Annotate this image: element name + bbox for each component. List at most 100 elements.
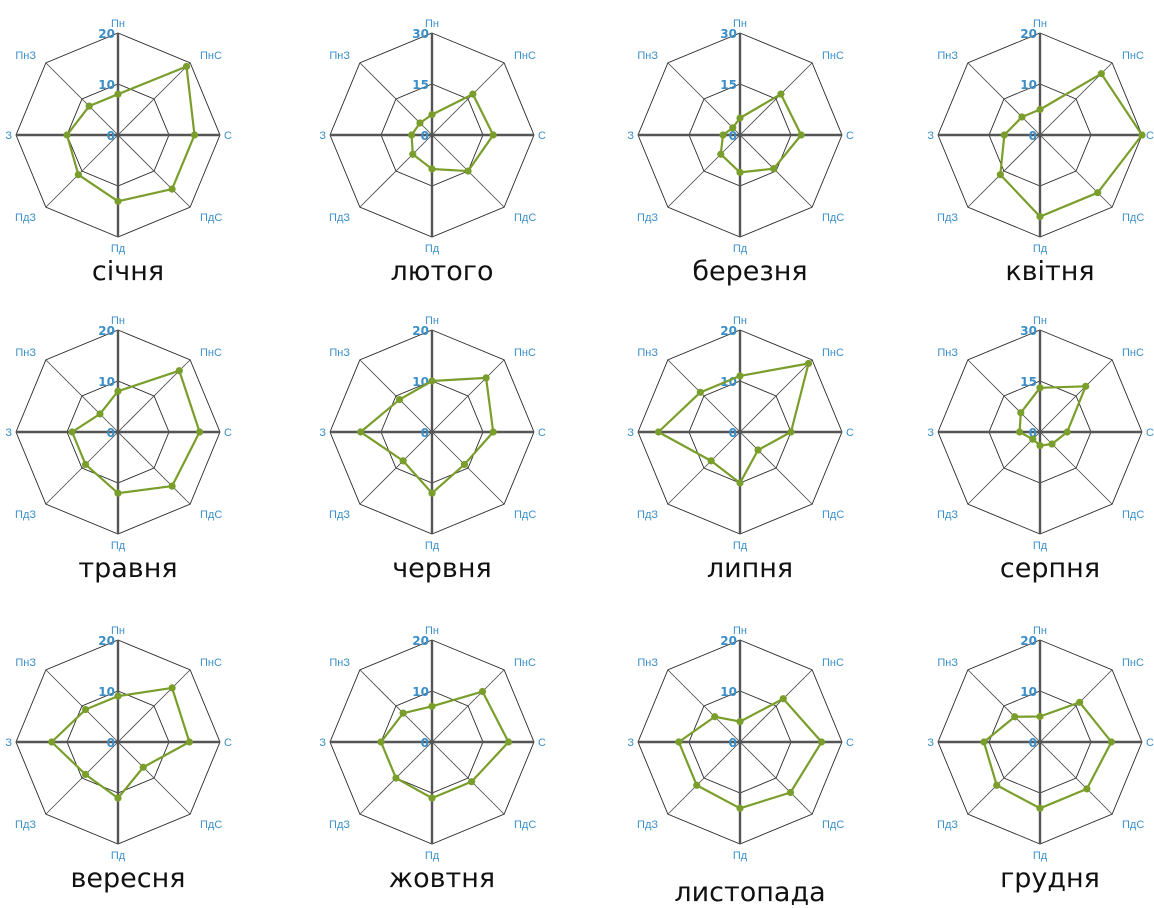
data-point — [190, 131, 199, 139]
direction-label: ПдЗ — [15, 212, 36, 224]
direction-label: ПдЗ — [637, 509, 658, 521]
scale-label: 10 — [720, 685, 737, 699]
direction-label: ПнЗ — [637, 657, 658, 669]
data-point — [1029, 435, 1037, 443]
data-point — [182, 62, 191, 71]
wind-rose-12: Пн ПнС С ПдС Пд ПдЗ З ПнЗ 20 10 0 грудня — [920, 615, 1154, 905]
direction-label: Пн — [425, 315, 439, 327]
data-point — [114, 794, 122, 802]
grid-spoke — [431, 669, 505, 743]
data-point — [754, 446, 762, 454]
series-line — [1018, 385, 1087, 447]
wind-rose-svg: Пн ПнС С ПдС Пд ПдЗ З ПнЗ 20 10 0 — [627, 625, 854, 862]
wind-rose-6: Пн ПнС С ПдС Пд ПдЗ З ПнЗ 20 10 0 червня — [312, 305, 572, 595]
data-point — [428, 489, 436, 497]
data-point — [717, 150, 725, 158]
scale-label: 30 — [412, 27, 429, 41]
grid-spoke — [1039, 741, 1113, 815]
scale-label: 20 — [98, 634, 115, 648]
data-point — [1036, 105, 1044, 114]
series-line — [999, 72, 1144, 218]
scale-label: 0 — [107, 736, 115, 750]
scale-label: 0 — [1029, 129, 1037, 143]
data-point — [787, 428, 795, 436]
direction-label: Пн — [111, 625, 125, 637]
data-point — [1011, 713, 1019, 721]
direction-label: ПдЗ — [637, 212, 658, 224]
series-line — [982, 701, 1113, 810]
direction-label: З — [5, 737, 12, 749]
grid-spoke — [667, 741, 741, 815]
direction-label: ПнЗ — [329, 657, 350, 669]
direction-label: ПнС — [200, 347, 222, 359]
direction-label: ПнС — [200, 657, 222, 669]
data-point — [777, 90, 785, 98]
data-point — [736, 479, 744, 487]
wind-rose-1: Пн ПнС С ПдС Пд ПдЗ З ПнЗ 20 10 0 січня — [0, 8, 258, 298]
grid-spoke — [667, 62, 741, 136]
scale-label: 0 — [729, 426, 737, 440]
grid-spoke — [45, 431, 119, 505]
data-point — [736, 372, 744, 380]
scale-label: 0 — [1029, 736, 1037, 750]
grid-spoke — [117, 62, 191, 136]
direction-label: С — [224, 130, 232, 142]
scale-label: 10 — [98, 78, 115, 92]
direction-label: З — [927, 737, 934, 749]
direction-label: З — [927, 130, 934, 142]
data-point — [711, 713, 719, 721]
data-point — [736, 168, 744, 176]
grid-spoke — [667, 134, 741, 208]
wind-rose-9: Пн ПнС С ПдС Пд ПдЗ З ПнЗ 20 10 0 вересня — [0, 615, 258, 905]
direction-label: С — [1146, 737, 1154, 749]
grid-spoke — [967, 741, 1041, 815]
direction-label: С — [846, 427, 854, 439]
wind-rose-10: Пн ПнС С ПдС Пд ПдЗ З ПнЗ 20 10 0 жовтня — [312, 615, 572, 905]
scale-label: 20 — [98, 27, 115, 41]
scale-label: 10 — [412, 685, 429, 699]
grid-spoke — [739, 431, 813, 505]
direction-label: ПдЗ — [937, 819, 958, 831]
direction-label: ПдС — [200, 509, 222, 521]
grid-spoke — [117, 431, 191, 505]
direction-label: С — [538, 130, 546, 142]
wind-rose-svg: Пн ПнС С ПдС Пд ПдЗ З ПнЗ 20 10 0 — [5, 625, 232, 862]
grid-spoke — [967, 431, 1041, 505]
data-point — [1036, 384, 1044, 392]
data-point — [63, 131, 71, 139]
month-label: травня — [78, 553, 178, 584]
direction-label: С — [1146, 427, 1154, 439]
wind-rose-svg: Пн ПнС С ПдС Пд ПдЗ З ПнЗ 20 10 0 — [927, 625, 1154, 862]
wind-rose-11: Пн ПнС С ПдС Пд ПдЗ З ПнЗ 20 10 0 листопада — [620, 615, 880, 908]
grid-spoke — [431, 62, 505, 136]
data-point — [736, 718, 744, 726]
data-point — [696, 388, 704, 396]
wind-rose-svg: Пн ПнС С ПдС Пд ПдЗ З ПнЗ 30 15 0 — [927, 315, 1154, 552]
scale-label: 0 — [1029, 426, 1037, 440]
direction-label: Пн — [111, 315, 125, 327]
direction-label: ПнС — [822, 657, 844, 669]
scale-label: 20 — [412, 634, 429, 648]
direction-label: Пн — [425, 625, 439, 637]
direction-label: Пд — [111, 540, 126, 552]
direction-label: ПдС — [1122, 819, 1144, 831]
data-point — [736, 804, 744, 812]
data-point — [1000, 131, 1008, 139]
direction-label: З — [319, 737, 326, 749]
direction-label: Пн — [733, 18, 747, 30]
direction-label: С — [846, 130, 854, 142]
wind-rose-5: Пн ПнС С ПдС Пд ПдЗ З ПнЗ 20 10 0 травня — [0, 305, 258, 595]
data-point — [168, 684, 176, 692]
direction-label: Пд — [425, 540, 440, 552]
data-point — [399, 709, 407, 717]
data-point — [469, 90, 477, 98]
data-point — [736, 114, 744, 122]
month-label: грудня — [1000, 863, 1100, 894]
grid-spoke — [1039, 669, 1113, 743]
direction-label: ПдЗ — [15, 819, 36, 831]
wind-rose-svg: Пн ПнС С ПдС Пд ПдЗ З ПнЗ 20 10 0 — [5, 315, 232, 552]
direction-label: ПдЗ — [15, 509, 36, 521]
data-point — [460, 460, 469, 469]
data-point — [168, 482, 176, 490]
grid-spoke — [45, 741, 119, 815]
